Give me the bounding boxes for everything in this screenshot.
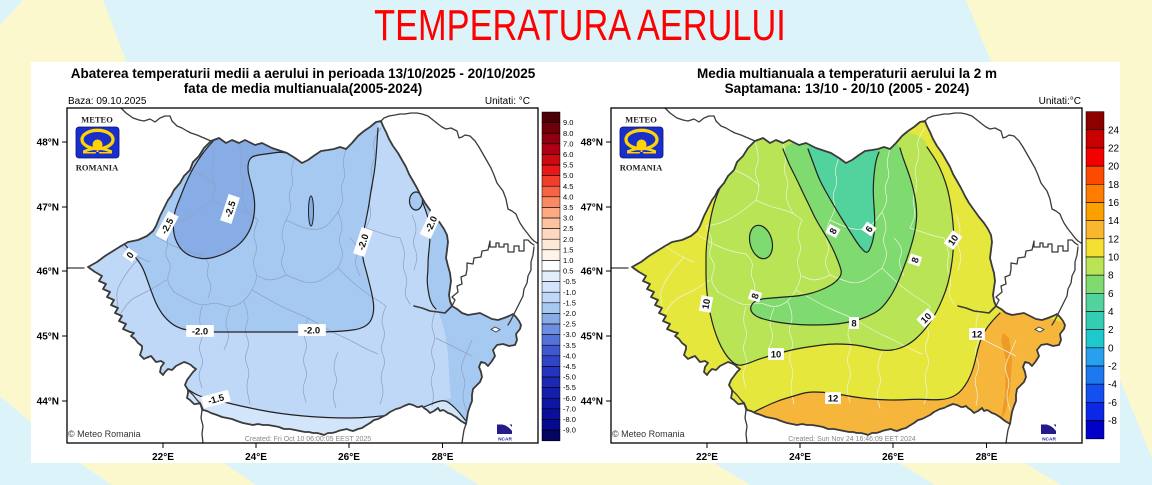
- svg-text:24°E: 24°E: [245, 452, 267, 463]
- svg-text:NCAR: NCAR: [1042, 437, 1056, 443]
- svg-text:10: 10: [946, 233, 961, 248]
- svg-text:1.0: 1.0: [563, 256, 573, 265]
- svg-text:-5.5: -5.5: [563, 383, 576, 392]
- svg-text:8: 8: [828, 227, 840, 237]
- svg-text:4: 4: [1108, 307, 1114, 318]
- svg-text:46°N: 46°N: [581, 267, 603, 278]
- svg-text:© Meteo Romania: © Meteo Romania: [68, 429, 141, 439]
- svg-text:METEO: METEO: [81, 115, 113, 125]
- svg-text:22: 22: [1108, 143, 1120, 154]
- svg-text:Abaterea temperaturii medii a: Abaterea temperaturii medii a aerului in…: [71, 66, 536, 81]
- svg-text:-6: -6: [1108, 398, 1117, 409]
- svg-text:6: 6: [864, 224, 876, 235]
- svg-text:45°N: 45°N: [37, 332, 59, 343]
- svg-text:-3.0: -3.0: [563, 330, 576, 339]
- svg-text:Saptamana: 13/10 - 20/10 (2005: Saptamana: 13/10 - 20/10 (2005 - 2024): [725, 81, 970, 96]
- svg-text:4.0: 4.0: [563, 192, 573, 201]
- svg-text:-6.0: -6.0: [563, 394, 576, 403]
- svg-text:Baza: 09.10.2025: Baza: 09.10.2025: [68, 96, 147, 107]
- svg-text:-4.5: -4.5: [563, 362, 576, 371]
- svg-text:12: 12: [972, 329, 983, 340]
- svg-text:-2.0: -2.0: [356, 233, 372, 252]
- svg-text:-1.0: -1.0: [563, 288, 576, 297]
- svg-text:-2.0: -2.0: [304, 325, 320, 336]
- svg-text:48°N: 48°N: [581, 138, 603, 149]
- svg-text:-8.0: -8.0: [563, 415, 576, 424]
- svg-text:47°N: 47°N: [581, 203, 603, 214]
- svg-text:10: 10: [701, 298, 714, 310]
- svg-text:-2: -2: [1108, 361, 1117, 372]
- svg-text:3.5: 3.5: [563, 203, 573, 212]
- svg-text:-7.0: -7.0: [563, 404, 576, 413]
- svg-text:6.0: 6.0: [563, 150, 573, 159]
- svg-text:16: 16: [1108, 198, 1120, 209]
- svg-text:26°E: 26°E: [338, 452, 360, 463]
- svg-text:-8: -8: [1108, 416, 1117, 427]
- svg-text:46°N: 46°N: [37, 267, 59, 278]
- svg-text:4.5: 4.5: [563, 182, 573, 191]
- svg-text:-5.0: -5.0: [563, 373, 576, 382]
- svg-text:-4: -4: [1108, 380, 1117, 391]
- svg-text:© Meteo Romania: © Meteo Romania: [612, 429, 685, 439]
- svg-text:44°N: 44°N: [581, 397, 603, 408]
- svg-text:-1.5: -1.5: [207, 392, 226, 407]
- svg-text:METEO: METEO: [625, 115, 657, 125]
- svg-text:-4.0: -4.0: [563, 351, 576, 360]
- svg-text:fata de media multianuala(2005: fata de media multianuala(2005-2024): [184, 81, 423, 96]
- svg-text:47°N: 47°N: [37, 203, 59, 214]
- svg-text:9.0: 9.0: [563, 118, 573, 127]
- svg-text:0: 0: [125, 250, 137, 261]
- svg-text:8: 8: [910, 256, 922, 264]
- svg-text:28°E: 28°E: [976, 452, 998, 463]
- svg-text:Created: Sun Nov 24 16:46:09 E: Created: Sun Nov 24 16:46:09 EET 2024: [788, 436, 916, 443]
- svg-text:1.5: 1.5: [563, 245, 573, 254]
- svg-text:22°E: 22°E: [152, 452, 174, 463]
- svg-text:22°E: 22°E: [696, 452, 718, 463]
- svg-text:Media multianuala a temperatur: Media multianuala a temperaturii aerului…: [697, 66, 997, 81]
- svg-text:-1.5: -1.5: [563, 298, 576, 307]
- svg-text:26°E: 26°E: [882, 452, 904, 463]
- svg-text:10: 10: [1108, 252, 1120, 263]
- svg-text:ROMANIA: ROMANIA: [76, 163, 119, 173]
- svg-text:2.0: 2.0: [563, 235, 573, 244]
- svg-text:2: 2: [1108, 325, 1114, 336]
- svg-text:-2.5: -2.5: [223, 199, 239, 219]
- svg-text:5.0: 5.0: [563, 171, 573, 180]
- svg-text:20: 20: [1108, 162, 1120, 173]
- svg-text:5.5: 5.5: [563, 161, 573, 170]
- svg-text:Unitati:°C: Unitati:°C: [1039, 96, 1081, 107]
- svg-text:-0.5: -0.5: [563, 277, 576, 286]
- svg-text:18: 18: [1108, 180, 1120, 191]
- svg-text:12: 12: [1108, 234, 1120, 245]
- svg-text:NCAR: NCAR: [498, 437, 512, 443]
- svg-text:-2.0: -2.0: [192, 326, 208, 337]
- svg-text:-9.0: -9.0: [563, 426, 576, 435]
- svg-text:6: 6: [1108, 289, 1114, 300]
- svg-text:0: 0: [1108, 343, 1114, 354]
- svg-text:7.0: 7.0: [563, 139, 573, 148]
- svg-text:0.5: 0.5: [563, 267, 573, 276]
- svg-text:TEMPERATURA AERULUI: TEMPERATURA AERULUI: [374, 2, 786, 50]
- svg-text:10: 10: [771, 349, 782, 360]
- svg-text:-2.0: -2.0: [563, 309, 576, 318]
- svg-text:8.0: 8.0: [563, 129, 573, 138]
- svg-text:2.5: 2.5: [563, 224, 573, 233]
- svg-text:8: 8: [851, 318, 856, 329]
- svg-text:24°E: 24°E: [789, 452, 811, 463]
- svg-text:-3.5: -3.5: [563, 341, 576, 350]
- svg-text:8: 8: [750, 292, 762, 300]
- svg-text:3.0: 3.0: [563, 214, 573, 223]
- svg-text:Created: Fri Oct 10 06:00:05 E: Created: Fri Oct 10 06:00:05 EEST 2025: [245, 436, 371, 443]
- svg-text:48°N: 48°N: [37, 138, 59, 149]
- svg-text:12: 12: [828, 393, 839, 404]
- svg-text:44°N: 44°N: [37, 397, 59, 408]
- svg-text:28°E: 28°E: [432, 452, 454, 463]
- svg-text:45°N: 45°N: [581, 332, 603, 343]
- svg-text:-2.5: -2.5: [563, 320, 576, 329]
- svg-text:24: 24: [1108, 125, 1120, 136]
- svg-text:ROMANIA: ROMANIA: [620, 163, 663, 173]
- svg-text:8: 8: [1108, 271, 1114, 282]
- svg-text:Unitati: °C: Unitati: °C: [485, 96, 530, 107]
- svg-text:14: 14: [1108, 216, 1120, 227]
